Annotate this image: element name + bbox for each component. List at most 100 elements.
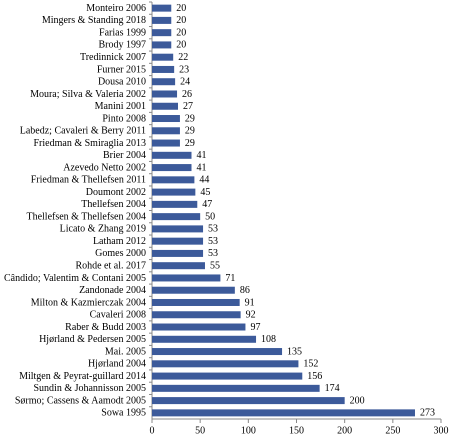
y-tick-label: Miltgen & Peyrat-guillard 2014 bbox=[19, 371, 146, 382]
bar bbox=[152, 397, 345, 405]
value-label: 26 bbox=[182, 89, 192, 100]
bar bbox=[152, 65, 175, 73]
bar bbox=[152, 409, 415, 417]
y-tick-label: Tredinnick 2007 bbox=[80, 52, 146, 63]
y-tick-label: Hjørland 2004 bbox=[88, 359, 146, 370]
bar bbox=[152, 237, 204, 245]
bar bbox=[152, 372, 303, 380]
value-label: 92 bbox=[246, 310, 256, 321]
y-tick-label: Brier 2004 bbox=[103, 150, 146, 161]
value-label: 86 bbox=[240, 285, 250, 296]
value-label: 44 bbox=[199, 175, 209, 186]
y-tick-label: Azevedo Netto 2002 bbox=[63, 162, 146, 173]
bar bbox=[152, 188, 196, 196]
bar bbox=[152, 348, 283, 356]
y-tick-label: Thellefsen & Thellefsen 2004 bbox=[26, 211, 146, 222]
bar bbox=[152, 213, 201, 221]
bar bbox=[152, 311, 241, 319]
bar bbox=[152, 16, 172, 24]
bar bbox=[152, 200, 198, 208]
value-label: 45 bbox=[200, 187, 210, 198]
value-label: 41 bbox=[196, 150, 206, 161]
value-label: 20 bbox=[176, 15, 186, 26]
y-tick-label: Farias 1999 bbox=[99, 27, 146, 38]
value-label: 24 bbox=[180, 77, 190, 88]
y-tick-label: Mingers & Standing 2018 bbox=[42, 15, 146, 26]
bar bbox=[152, 102, 179, 110]
y-tick-label: Pinto 2008 bbox=[102, 113, 146, 124]
bar bbox=[152, 164, 192, 172]
x-tick-label: 150 bbox=[289, 425, 304, 435]
value-label: 97 bbox=[250, 322, 260, 333]
y-tick-label: Brody 1997 bbox=[99, 40, 147, 51]
value-label: 23 bbox=[179, 64, 189, 75]
value-label: 47 bbox=[202, 199, 212, 210]
x-tick-label: 250 bbox=[385, 425, 400, 435]
y-tick-label: Licato & Zhang 2019 bbox=[60, 224, 146, 235]
value-label: 29 bbox=[185, 113, 195, 124]
bar bbox=[152, 41, 172, 49]
bar bbox=[152, 29, 172, 37]
value-label: 22 bbox=[178, 52, 188, 63]
value-label: 135 bbox=[287, 346, 302, 357]
bar bbox=[152, 286, 235, 294]
y-tick-label: Mai. 2005 bbox=[105, 346, 146, 357]
value-label: 27 bbox=[183, 101, 193, 112]
value-label: 71 bbox=[225, 273, 235, 284]
bar bbox=[152, 384, 320, 392]
value-label: 174 bbox=[325, 383, 340, 394]
y-tick-label: Cândido; Valentim & Contani 2005 bbox=[4, 273, 146, 284]
value-label: 156 bbox=[307, 371, 322, 382]
bar bbox=[152, 274, 221, 282]
y-tick-label: Thellefsen 2004 bbox=[81, 199, 146, 210]
y-tick-label: Latham 2012 bbox=[93, 236, 146, 247]
bar bbox=[152, 127, 180, 135]
value-label: 50 bbox=[205, 211, 215, 222]
y-tick-label: Manini 2001 bbox=[95, 101, 146, 112]
y-tick-label: Sørmo; Cassens & Aamodt 2005 bbox=[15, 395, 146, 406]
bar bbox=[152, 151, 192, 159]
y-tick-label: Zandonade 2004 bbox=[79, 285, 146, 296]
y-tick-label: Cavaleri 2008 bbox=[90, 310, 146, 321]
value-label: 53 bbox=[208, 248, 218, 259]
x-tick-label: 200 bbox=[337, 425, 352, 435]
bar bbox=[152, 53, 174, 61]
bar bbox=[152, 249, 204, 257]
y-tick-label: Furner 2015 bbox=[97, 64, 146, 75]
y-tick-label: Dousa 2010 bbox=[98, 77, 146, 88]
bar bbox=[152, 78, 176, 86]
bar bbox=[152, 115, 180, 123]
value-label: 29 bbox=[185, 138, 195, 149]
bar bbox=[152, 90, 178, 98]
y-tick-label: Rohde et al. 2017 bbox=[75, 260, 146, 271]
bar bbox=[152, 298, 240, 306]
y-tick-label: Moura; Silva & Valeria 2002 bbox=[30, 89, 146, 100]
value-label: 20 bbox=[176, 40, 186, 51]
value-label: 29 bbox=[185, 126, 195, 137]
x-tick-label: 100 bbox=[241, 425, 256, 435]
value-label: 20 bbox=[176, 3, 186, 14]
value-label: 41 bbox=[196, 162, 206, 173]
y-tick-label: Friedman & Smiraglia 2013 bbox=[34, 138, 147, 149]
x-tick-label: 0 bbox=[150, 425, 155, 435]
value-label: 55 bbox=[210, 260, 220, 271]
value-label: 152 bbox=[303, 359, 318, 370]
bar bbox=[152, 176, 195, 184]
bar bbox=[152, 262, 205, 270]
y-tick-label: Sowa 1995 bbox=[101, 408, 146, 419]
y-tick-label: Labedz; Cavaleri & Berry 2011 bbox=[20, 126, 146, 137]
y-tick-label: Hjørland & Pedersen 2005 bbox=[39, 334, 146, 345]
value-label: 91 bbox=[245, 297, 255, 308]
value-label: 273 bbox=[420, 408, 435, 419]
value-label: 20 bbox=[176, 27, 186, 38]
bar bbox=[152, 323, 246, 331]
y-tick-label: Raber & Budd 2003 bbox=[65, 322, 146, 333]
bar bbox=[152, 139, 180, 147]
y-tick-label: Monteiro 2006 bbox=[86, 3, 146, 14]
bar bbox=[152, 225, 204, 233]
x-tick-label: 50 bbox=[195, 425, 205, 435]
bar bbox=[152, 360, 299, 368]
bar bbox=[152, 4, 172, 12]
value-label: 200 bbox=[350, 395, 365, 406]
